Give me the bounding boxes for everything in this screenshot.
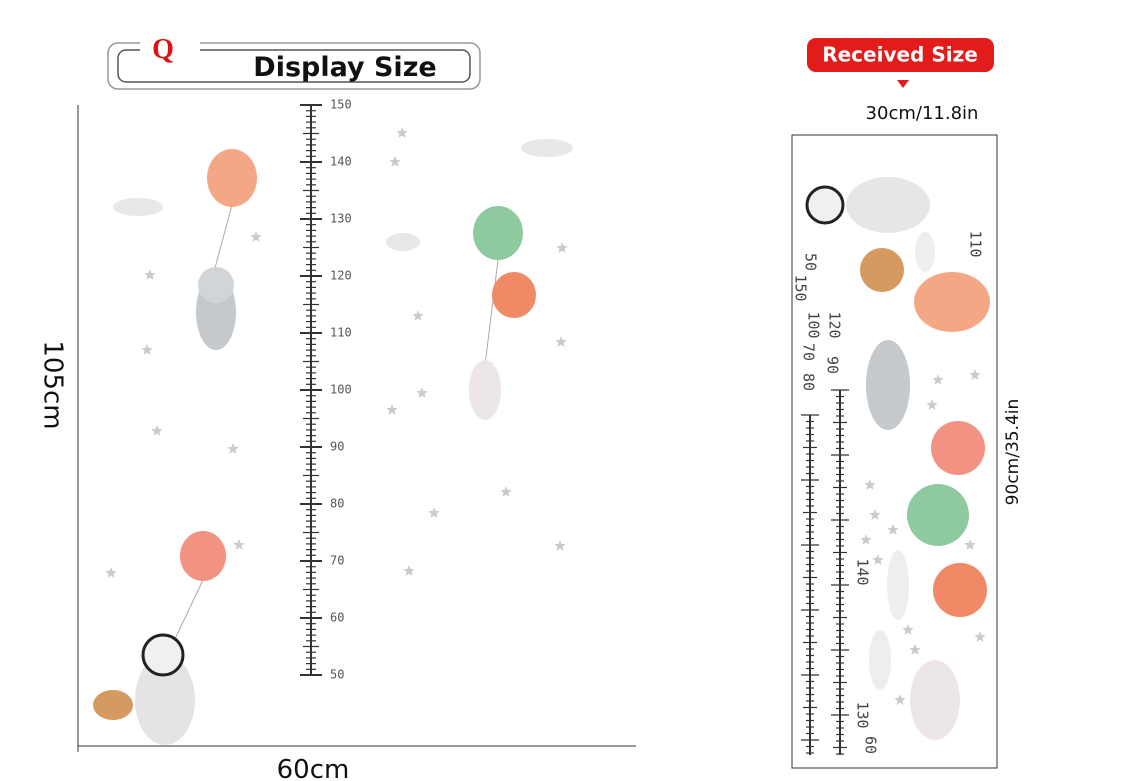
star xyxy=(555,336,567,347)
ruler-label: 70 xyxy=(330,554,344,568)
illustrations xyxy=(93,139,573,745)
star xyxy=(556,242,568,253)
basket xyxy=(93,690,133,720)
ruler-label: 120 xyxy=(330,269,352,283)
star xyxy=(227,443,239,454)
star xyxy=(926,399,938,410)
header-inner xyxy=(117,49,471,83)
badge-text: Received Size xyxy=(822,43,978,67)
star xyxy=(151,425,163,436)
ruler-label: 140 xyxy=(330,155,352,169)
star xyxy=(969,369,981,380)
koala xyxy=(866,340,910,430)
star xyxy=(554,540,566,551)
sheet-label: 120 xyxy=(826,311,844,338)
basket xyxy=(860,248,904,292)
panda-head xyxy=(805,185,845,225)
star xyxy=(932,374,944,385)
balloon xyxy=(933,563,987,617)
panda xyxy=(846,177,930,233)
sheet-label: 140 xyxy=(854,558,872,585)
star xyxy=(233,539,245,550)
balloon xyxy=(180,531,226,581)
star xyxy=(403,565,415,576)
star xyxy=(902,624,914,635)
sheet-label: 90 xyxy=(824,356,842,374)
star xyxy=(864,479,876,490)
logo: Q xyxy=(152,34,174,65)
star xyxy=(141,344,153,355)
star xyxy=(144,269,156,280)
star xyxy=(386,404,398,415)
height-label: 105cm xyxy=(38,340,68,429)
received-height: 90cm/35.4in xyxy=(1003,399,1023,506)
star xyxy=(389,156,401,167)
width-label: 60cm xyxy=(277,755,350,781)
star xyxy=(428,507,440,518)
ruler-label: 150 xyxy=(330,98,352,112)
star xyxy=(860,534,872,545)
cloud xyxy=(521,139,573,157)
ruler: 150 140 130 120 110 100 90 80 70 60 50 xyxy=(300,98,352,682)
star xyxy=(909,644,921,655)
badge xyxy=(807,38,994,72)
balloon xyxy=(914,272,990,332)
star xyxy=(869,509,881,520)
sheet-rulers: 50 150 70 100 80 90 120 110 140 130 60 xyxy=(792,230,985,755)
cloud xyxy=(887,550,909,620)
star xyxy=(250,231,262,242)
panda xyxy=(135,655,195,745)
star xyxy=(974,631,986,642)
logo-bg xyxy=(140,30,200,70)
star xyxy=(964,539,976,550)
cloud xyxy=(386,233,420,251)
header-title: Display Size xyxy=(253,52,436,83)
cloud xyxy=(915,232,935,272)
stars xyxy=(105,127,986,705)
ruler-label: 80 xyxy=(330,497,344,511)
star xyxy=(412,310,424,321)
sheet-label: 130 xyxy=(854,701,872,728)
balloon xyxy=(907,484,969,546)
bunny xyxy=(910,660,960,740)
sheet-label: 150 xyxy=(792,274,810,301)
ruler-label: 60 xyxy=(330,611,344,625)
ruler-label: 110 xyxy=(330,326,352,340)
star xyxy=(396,127,408,138)
balloon xyxy=(473,206,523,260)
star xyxy=(894,694,906,705)
header-frame xyxy=(107,42,481,90)
star xyxy=(416,387,428,398)
sheet-label: 70 xyxy=(800,343,818,361)
sheet-label: 110 xyxy=(967,230,985,257)
star xyxy=(872,554,884,565)
balloon xyxy=(931,421,985,475)
sheet-art xyxy=(805,177,990,740)
string xyxy=(214,204,233,269)
bunny xyxy=(469,360,501,420)
star xyxy=(105,567,117,578)
cloud xyxy=(113,198,163,216)
string xyxy=(484,259,499,366)
cloud xyxy=(869,630,891,690)
received-width: 30cm/11.8in xyxy=(866,103,979,124)
balloon xyxy=(207,149,257,207)
star xyxy=(500,486,512,497)
sheet-label: 80 xyxy=(800,373,818,391)
ruler-label: 100 xyxy=(330,383,352,397)
ruler-label: 50 xyxy=(330,668,344,682)
ruler-label: 130 xyxy=(330,212,352,226)
sheet-label: 100 xyxy=(805,311,823,338)
ruler-label: 90 xyxy=(330,440,344,454)
sheet-label: 60 xyxy=(862,736,880,754)
sheet-label: 50 xyxy=(802,253,820,271)
koala-head xyxy=(198,267,234,303)
balloon xyxy=(492,272,536,318)
panda-head xyxy=(141,633,185,677)
star xyxy=(887,524,899,535)
badge-arrow xyxy=(897,80,909,88)
